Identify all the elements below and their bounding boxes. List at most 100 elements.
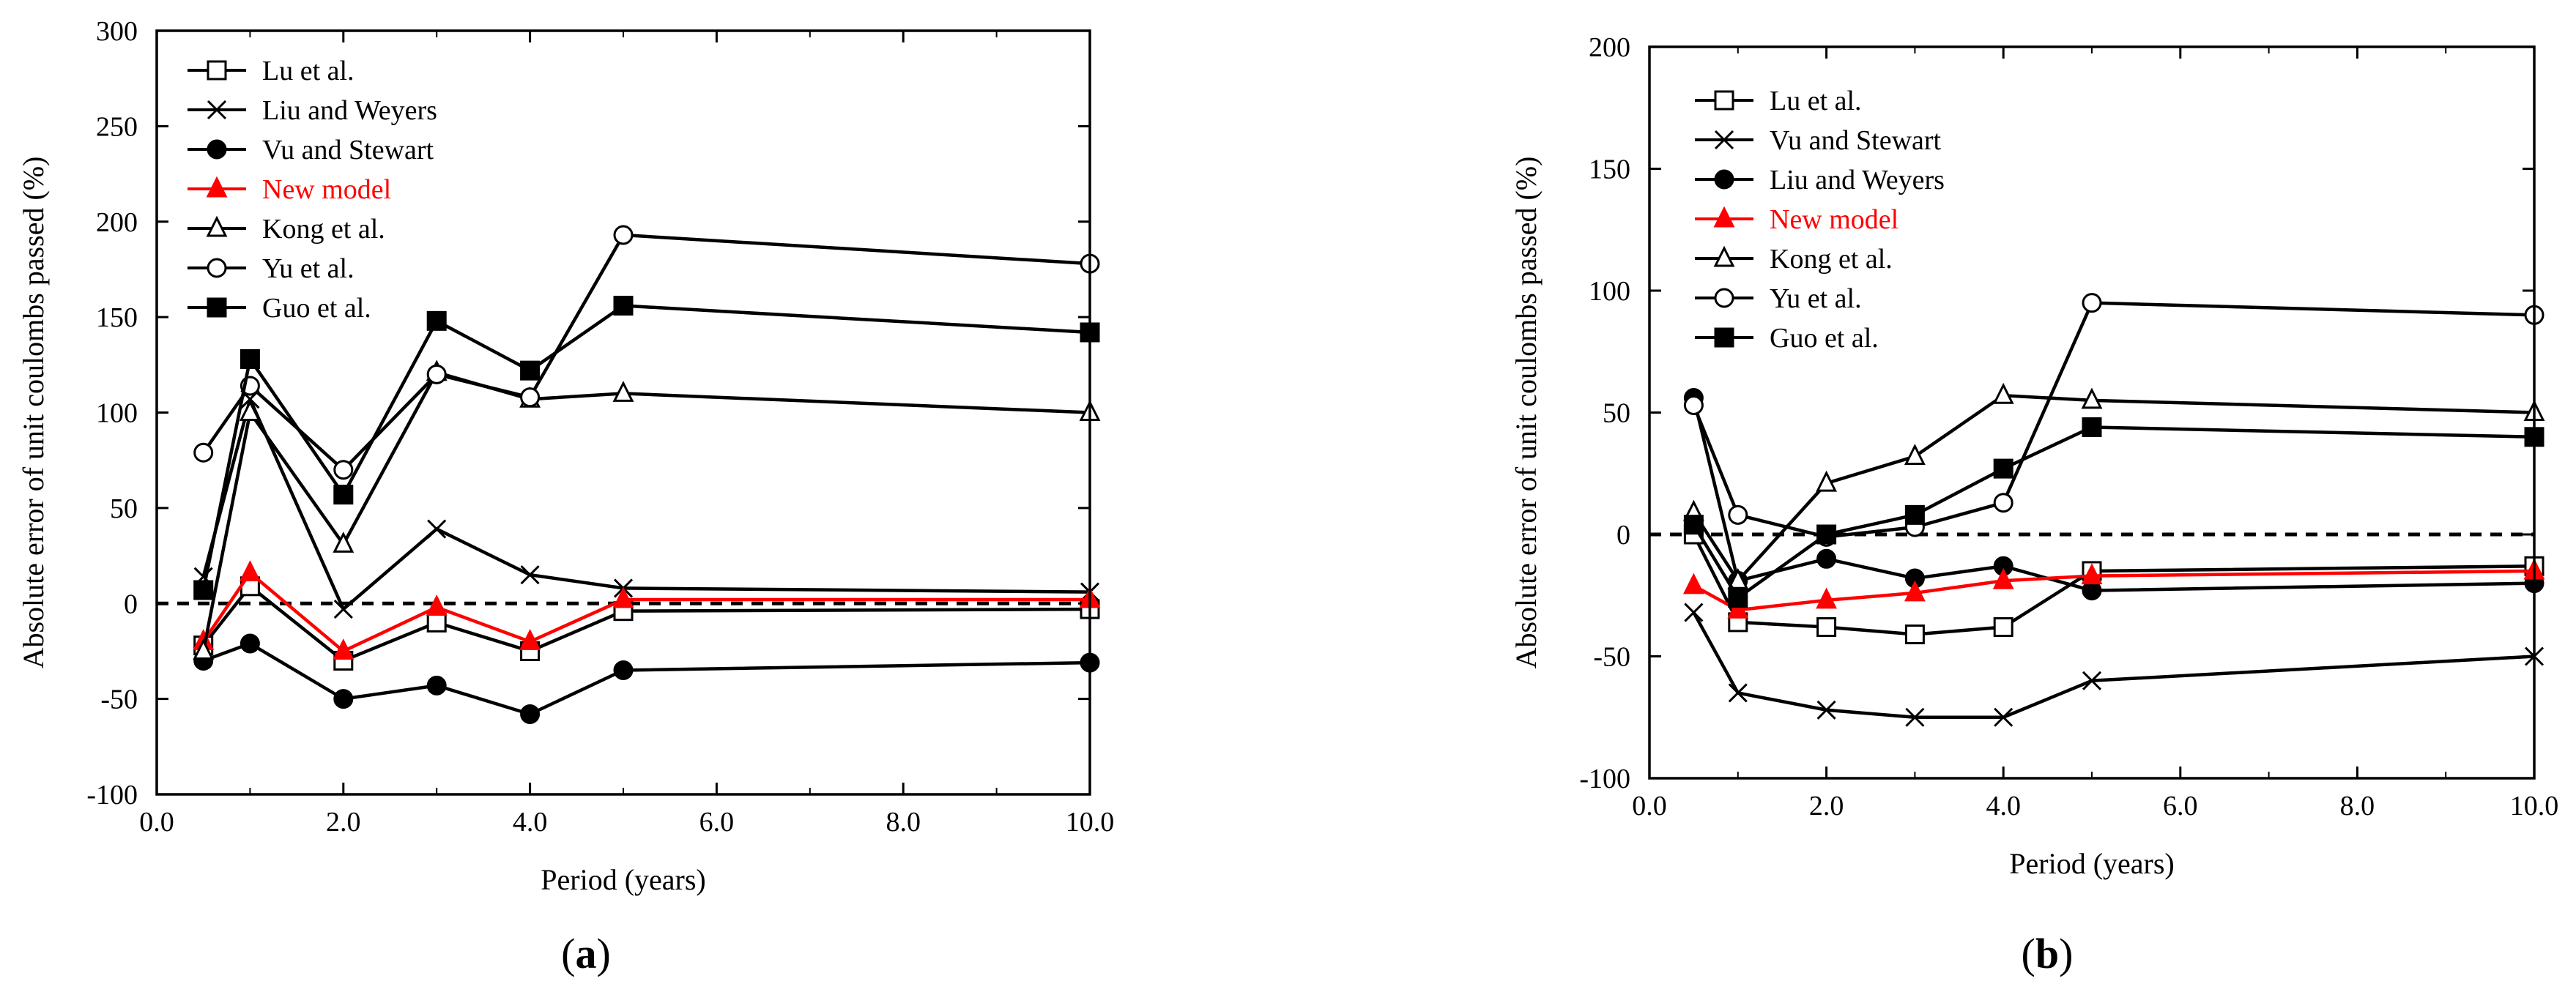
- panel-a-vu-and-stewart-point: [240, 633, 260, 654]
- panel-a-guo-et-al-point: [613, 295, 634, 316]
- panel-b-kong-et-al-point: [1992, 382, 2014, 404]
- panel-b-plot-frame: [1648, 45, 2536, 780]
- panel-a-y-tick-label: -100: [86, 780, 138, 810]
- panel-b-new-model-point: [1727, 597, 1749, 619]
- panel-b-y-axis-title: Absolute error of unit coulombs passed (…: [1510, 157, 1543, 669]
- panel-a-legend: Lu et al. Liu and Weyers Vu and Stewart New…: [188, 56, 437, 324]
- panel-b-new-model-point: [1904, 580, 1926, 602]
- panel-b-new-model-point: [1992, 567, 2014, 589]
- panel-b-y-tick-label: 200: [1589, 32, 1630, 63]
- panel-a-legend-marker-lu-et-al: [207, 60, 227, 81]
- panel-b-kong-et-al-point: [1904, 444, 1926, 465]
- panel-a-legend-label-new-model: New model: [262, 174, 391, 205]
- panel-a-yu-et-al-point: [520, 387, 541, 408]
- panel-a-guo-et-al-point: [240, 348, 260, 369]
- panel-b-legend-marker-new-model: [1713, 206, 1735, 228]
- panel-b-y-tick-label: -100: [1579, 764, 1630, 794]
- panel-a-guo-et-al-point: [333, 485, 354, 505]
- panel-b-vu-and-stewart-point: [1816, 700, 1836, 720]
- panel-a-series-liu-and-weyers: [193, 389, 1100, 619]
- panel-b-lu-et-al-point: [1904, 624, 1925, 645]
- panel-b-x-tick-label: 8.0: [2340, 791, 2375, 821]
- panel-b-new-model-point: [2081, 563, 2103, 585]
- panel-a-x-tick-label: 2.0: [326, 807, 361, 838]
- panel-b-legend-label-yu-et-al: Yu et al.: [1770, 283, 1862, 314]
- panel-b-legend-label-lu-et-al: Lu et al.: [1770, 86, 1862, 116]
- panel-a-new-model-point: [519, 629, 541, 650]
- panel-b-vu-and-stewart-point: [2082, 671, 2102, 690]
- panel-b-lu-et-al-point: [1816, 617, 1837, 638]
- panel-b-legend-label-vu-and-stewart: Vu and Stewart: [1770, 125, 1942, 156]
- panel-a-kong-et-al-point: [612, 381, 634, 402]
- panel-a-kong-et-al-point: [333, 532, 355, 553]
- panel-a-new-model-point: [612, 586, 634, 608]
- panel-b-y-tick-label: 150: [1589, 154, 1630, 185]
- panel-b-x-tick-label: 6.0: [2163, 791, 2198, 821]
- panel-a-vu-and-stewart-point: [426, 675, 447, 696]
- panel-b-series-kong-et-al: [1682, 382, 2545, 589]
- panel-a-legend-label-yu-et-al: Yu et al.: [262, 253, 355, 284]
- panel-b-legend-marker-vu-and-stewart: [1714, 130, 1734, 150]
- panel-a-legend-marker-vu-and-stewart: [207, 139, 227, 160]
- panel-b-kong-et-al-point: [2081, 387, 2103, 409]
- panel-a-y-tick-label: 150: [96, 302, 138, 333]
- panel-a-legend-marker-liu-and-weyers: [207, 100, 227, 120]
- panel-a-kong-et-al-point: [193, 638, 215, 660]
- panel-a-legend-label-vu-and-stewart: Vu and Stewart: [262, 135, 434, 165]
- panel-a-y-tick-label: 50: [110, 493, 138, 524]
- panel-b-yu-et-al-point: [1728, 504, 1748, 525]
- panel-b-y-tick-label: -50: [1593, 642, 1630, 673]
- panel-a-legend-label-guo-et-al: Guo et al.: [262, 293, 371, 324]
- panel-a-new-model-point: [333, 638, 355, 660]
- panel-b-new-model-point: [1682, 573, 1704, 594]
- panel-a-label: (a): [561, 930, 611, 977]
- panel-b-vu-and-stewart-point: [1905, 707, 1925, 727]
- panel-a-liu-and-weyers-point: [427, 519, 447, 539]
- panel-a-legend-label-liu-and-weyers: Liu and Weyers: [262, 95, 437, 126]
- panel-a-new-model-point: [426, 594, 448, 616]
- panel-a-vu-and-stewart-point: [520, 704, 541, 724]
- panel-a: 0.0 2.0 4.0 6.0 8.0 10.0 -100 -50 0 50 100 150 200 25…: [17, 16, 1114, 977]
- panel-a-plot-frame: [155, 29, 1091, 796]
- panel-a-legend-label-lu-et-al: Lu et al.: [262, 56, 355, 86]
- panel-b-guo-et-al-point: [1816, 524, 1837, 545]
- panel-a-y-tick-label: 300: [96, 16, 138, 47]
- panel-b-liu-and-weyers-point: [1816, 548, 1837, 569]
- panel-a-yu-et-al-point: [613, 225, 634, 245]
- panel-b-legend: Lu et al. Vu and Stewart Liu and Weyers New…: [1695, 86, 1945, 354]
- panel-b-series-vu-and-stewart: [1684, 603, 2545, 727]
- panel-b-lu-et-al-point: [1993, 617, 2013, 638]
- panel-b-legend-marker-kong-et-al: [1713, 245, 1735, 267]
- panel-a-series-vu-and-stewart: [193, 633, 1100, 724]
- panel-b-yu-et-al-point: [1683, 395, 1704, 416]
- panel-b-guo-et-al-point: [1993, 458, 2013, 479]
- panel-a-vu-and-stewart-point: [613, 660, 634, 681]
- panel-a-x-tick-label: 10.0: [1066, 807, 1115, 838]
- panel-b-liu-and-weyers-point: [2082, 581, 2102, 601]
- panel-b-guo-et-al-point: [1904, 504, 1925, 525]
- panel-b-kong-et-al-point: [1816, 470, 1838, 492]
- panel-a-guo-et-al-point: [426, 310, 447, 331]
- panel-a-y-tick-label: 250: [96, 111, 138, 142]
- panel-a-guo-et-al-point: [520, 360, 541, 381]
- panel-b-series-new-model: [1682, 558, 2545, 619]
- panel-b-yu-et-al-point: [2082, 293, 2102, 313]
- panel-b-vu-and-stewart-point: [1728, 683, 1748, 703]
- panel-a-lu-et-al-point: [426, 612, 447, 633]
- panel-b-legend-marker-liu-and-weyers: [1714, 169, 1734, 190]
- panel-b-y-tick-label: 50: [1603, 398, 1630, 429]
- panel-b-guo-et-al-point: [1728, 588, 1748, 608]
- panel-b-yu-et-al-point: [1993, 493, 2013, 513]
- panel-a-guo-et-al-point: [193, 580, 214, 600]
- panel-a-liu-and-weyers-point: [333, 600, 353, 619]
- panel-a-x-tick-label: 8.0: [886, 807, 921, 838]
- panel-a-legend-marker-guo-et-al: [207, 297, 227, 318]
- panel-a-y-tick-label: -50: [100, 685, 138, 715]
- panel-b-guo-et-al-point: [1683, 515, 1704, 535]
- panel-b-legend-label-new-model: New model: [1770, 204, 1898, 235]
- panel-b-legend-marker-yu-et-al: [1714, 288, 1734, 308]
- panel-b-vu-and-stewart-point: [1684, 603, 1704, 622]
- panel-b-series-yu-et-al: [1683, 293, 2545, 547]
- panel-a-x-axis-title: Period (years): [541, 863, 705, 896]
